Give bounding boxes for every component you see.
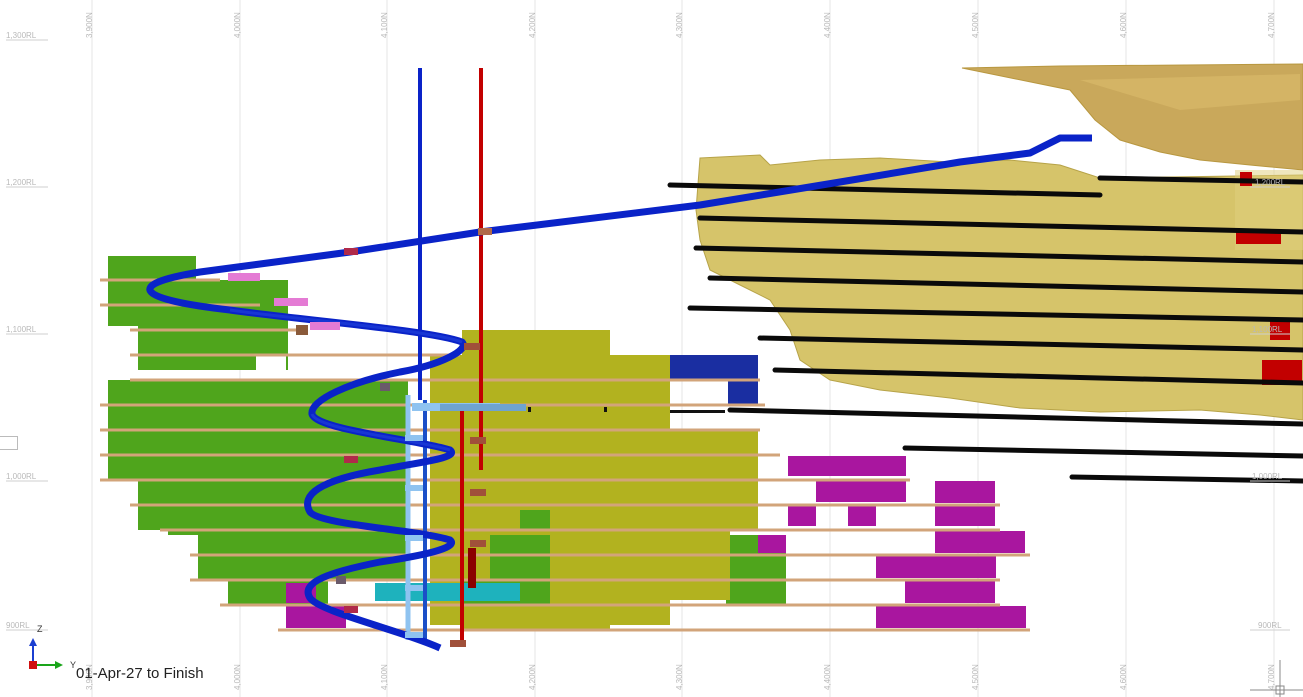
northing-label: 4,500N xyxy=(971,664,980,690)
rl-label: 1,000RL xyxy=(1252,472,1283,481)
rl-label: 900RL xyxy=(6,621,30,630)
northing-label: 4,000N xyxy=(233,12,242,38)
black-drives xyxy=(667,175,1303,484)
axis-triad-icon: Z Y xyxy=(29,624,76,670)
rl-label: 1,200RL xyxy=(6,178,37,187)
northing-label: 4,700N xyxy=(1267,664,1276,690)
rl-label: 1,300RL xyxy=(6,31,37,40)
northing-label: 4,300N xyxy=(675,12,684,38)
northing-label: 4,400N xyxy=(823,664,832,690)
ramp-highlights xyxy=(229,308,463,452)
northing-label: 4,500N xyxy=(971,12,980,38)
northing-labels-bottom: 3,900N 4,000N 4,100N 4,200N 4,300N 4,400… xyxy=(85,664,1276,690)
northing-label: 3,900N xyxy=(85,12,94,38)
northing-label: 4,100N xyxy=(380,664,389,690)
northing-label: 4,600N xyxy=(1119,12,1128,38)
level-drives-tan xyxy=(100,278,1030,632)
rl-label: 1,000RL xyxy=(6,472,37,481)
axis-y-label: Y xyxy=(70,660,76,670)
axis-z-label: Z xyxy=(37,624,43,634)
ramp-stubs xyxy=(228,228,492,647)
northing-labels-top: 3,900N 4,000N 4,100N 4,200N 4,300N 4,400… xyxy=(85,12,1276,38)
olive-markers xyxy=(528,407,725,413)
side-panel-tab[interactable] xyxy=(0,436,18,450)
rl-label: 900RL xyxy=(1258,621,1282,630)
northing-label: 4,700N xyxy=(1267,12,1276,38)
rl-labels-left: 1,300RL 1,200RL 1,100RL 1,000RL 900RL xyxy=(6,31,48,631)
northing-label: 4,100N xyxy=(380,12,389,38)
northing-label: 4,300N xyxy=(675,664,684,690)
stope-magenta xyxy=(286,456,1026,628)
corner-crosshair-icon xyxy=(1250,660,1303,697)
northing-label: 3,900N xyxy=(85,664,94,690)
schedule-period-caption: 01-Apr-27 to Finish xyxy=(76,665,204,682)
rl-label: 1,100RL xyxy=(6,325,37,334)
northing-label: 4,400N xyxy=(823,12,832,38)
rl-labels-right: 1,200RL 1,100RL 1,000RL 900RL xyxy=(1250,178,1290,631)
northing-label: 4,200N xyxy=(528,664,537,690)
northing-label: 4,000N xyxy=(233,664,242,690)
stope-cyan xyxy=(375,583,520,601)
rl-label: 1,200RL xyxy=(1255,178,1286,187)
stope-navy xyxy=(670,355,758,404)
northing-label: 4,600N xyxy=(1119,664,1128,690)
northing-label: 4,200N xyxy=(528,12,537,38)
rl-label: 1,100RL xyxy=(1252,325,1283,334)
